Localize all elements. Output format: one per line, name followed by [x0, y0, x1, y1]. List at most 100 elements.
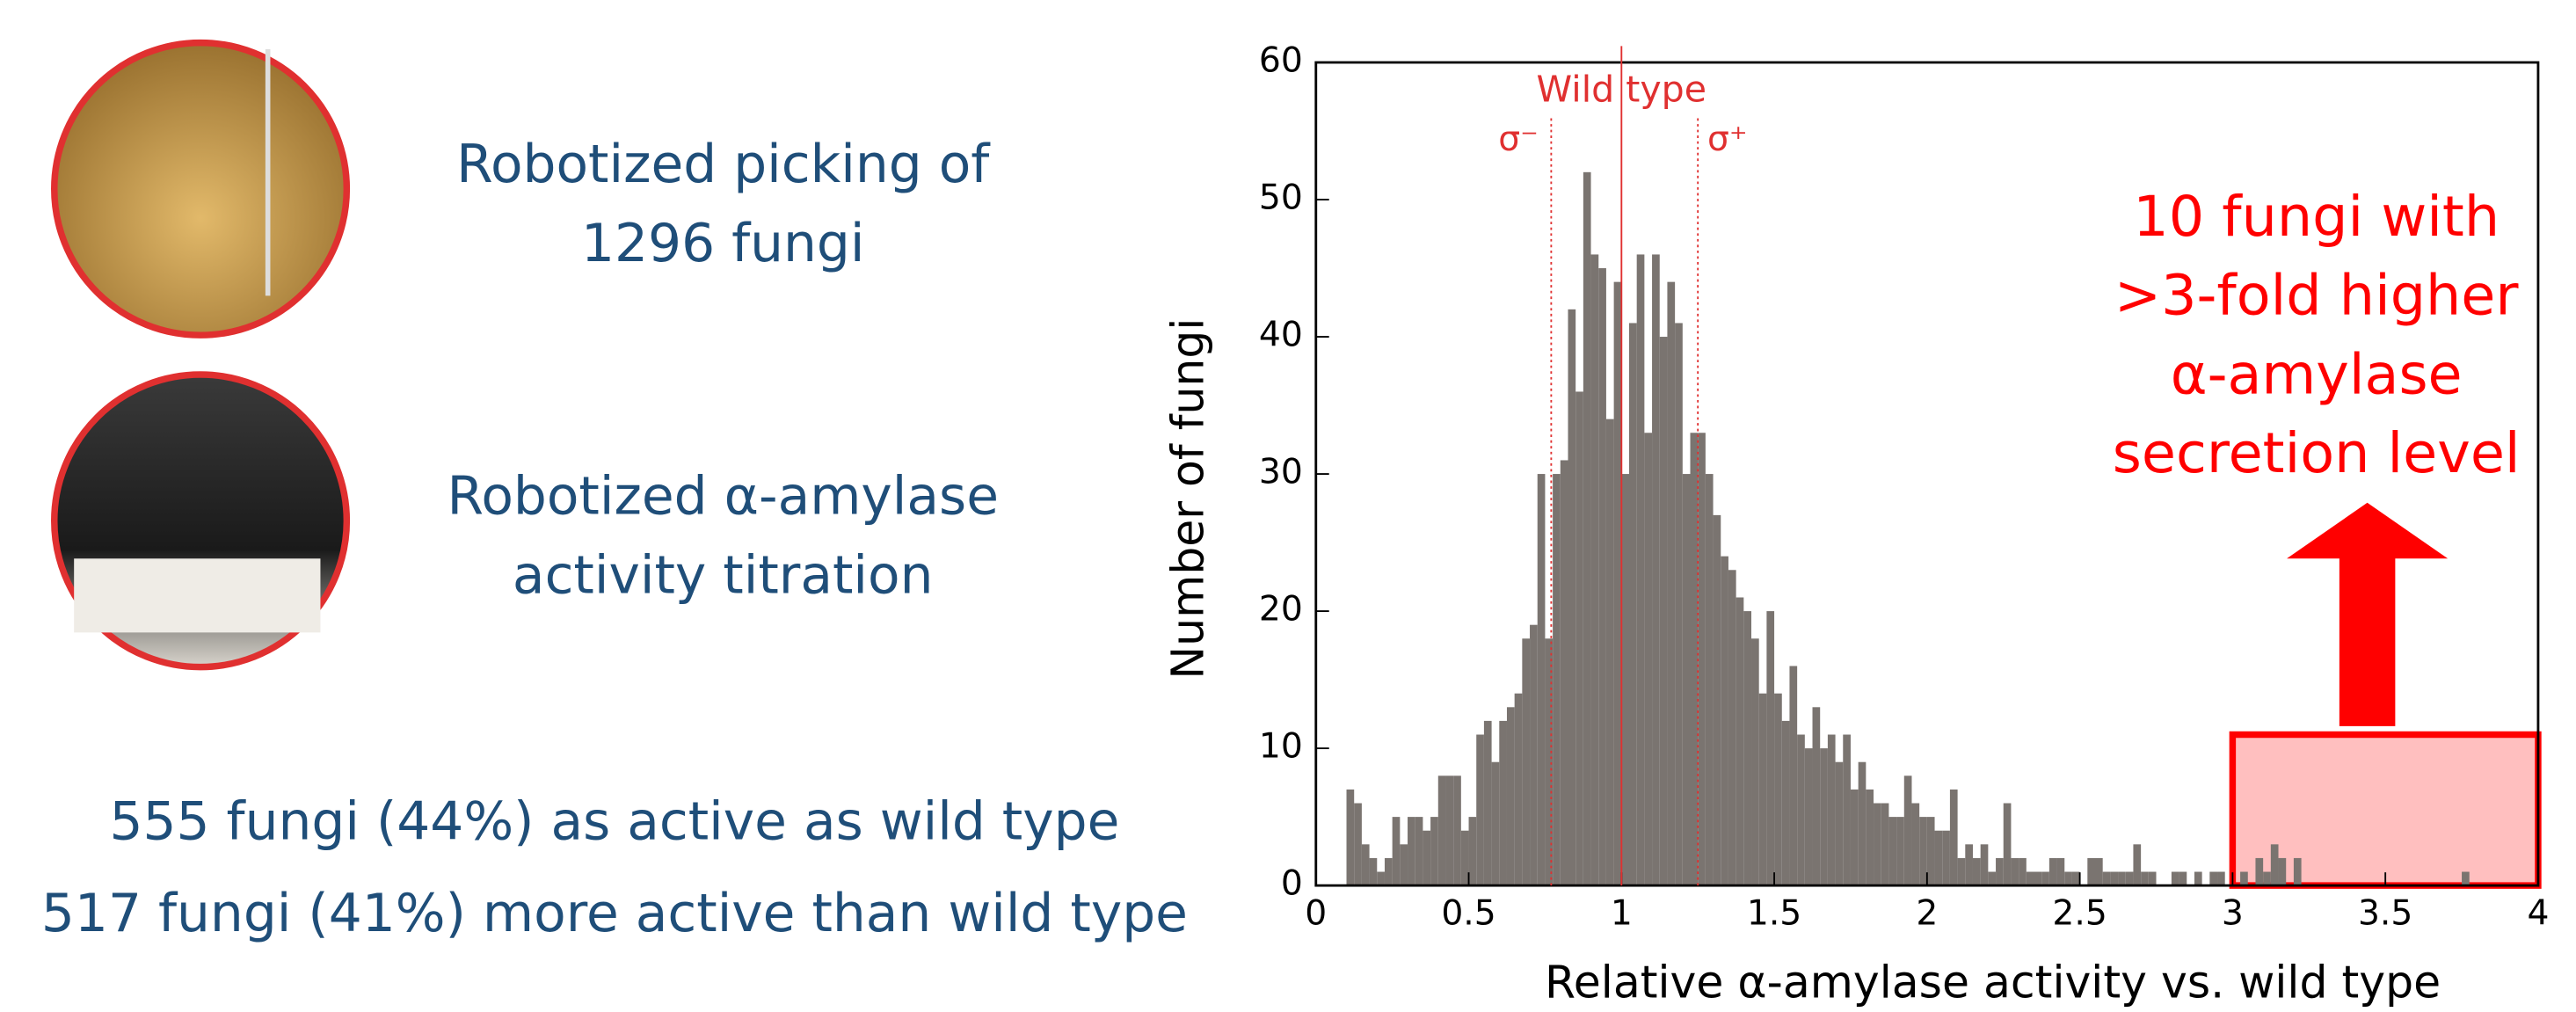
bar: [2041, 871, 2049, 886]
bar: [1850, 789, 1859, 886]
x-tick-label: 0.5: [1441, 893, 1495, 933]
bar: [1682, 474, 1691, 886]
bar: [1858, 761, 1867, 886]
bar: [2034, 871, 2042, 886]
bar: [2209, 871, 2218, 886]
bar: [1621, 474, 1629, 886]
bar: [1437, 775, 1446, 886]
bar: [1468, 817, 1477, 886]
bar: [2102, 871, 2111, 886]
bar: [1400, 844, 1408, 886]
bar: [2026, 871, 2034, 886]
reference-label: σ⁺: [1707, 120, 1748, 159]
x-tick-label: 2: [1916, 893, 1938, 933]
bar: [1530, 624, 1538, 886]
bar: [1972, 857, 1981, 886]
y-tick-label: 30: [1259, 453, 1303, 492]
bar: [1705, 474, 1714, 886]
bar: [1514, 693, 1523, 886]
bar: [1736, 597, 1744, 886]
bar: [1644, 433, 1653, 886]
bar: [1460, 830, 1469, 886]
reference-label: σ⁻: [1498, 120, 1539, 159]
bar: [2133, 844, 2142, 886]
bar: [1392, 817, 1401, 886]
bar: [2255, 857, 2264, 886]
bar: [1575, 391, 1583, 886]
bar: [1835, 761, 1844, 886]
bar: [1652, 254, 1660, 886]
bar: [1483, 720, 1492, 886]
bar: [1926, 817, 1935, 886]
x-tick-label: 2.5: [2052, 893, 2107, 933]
bar: [1781, 720, 1790, 886]
y-tick-label: 0: [1281, 864, 1303, 904]
bar: [1568, 309, 1576, 886]
bar: [1636, 254, 1645, 886]
callout-text: >3-fold higher: [2114, 263, 2519, 328]
bar: [2125, 871, 2134, 886]
bar: [2217, 871, 2225, 886]
bar: [2094, 857, 2103, 886]
bar: [1453, 775, 1461, 886]
bar: [1888, 817, 1897, 886]
bar: [1881, 803, 1889, 886]
bar: [1605, 419, 1614, 886]
bar: [1843, 734, 1851, 886]
x-tick-label: 1.5: [1747, 893, 1801, 933]
bar: [2064, 871, 2072, 886]
bar: [2141, 871, 2149, 886]
photo-plates: [74, 558, 321, 633]
bar: [2118, 871, 2126, 886]
bar: [1537, 474, 1546, 886]
bar: [1698, 433, 1706, 886]
summary-text: 517 fungi (41%) more active than wild ty…: [41, 884, 1188, 944]
item-text: Robotized α-amylase: [447, 467, 999, 528]
reference-label: Wild type: [1537, 69, 1707, 111]
bar: [1713, 514, 1721, 886]
bar: [1874, 803, 1881, 886]
bar: [1797, 734, 1805, 886]
bar: [1721, 556, 1728, 886]
bar: [1827, 734, 1836, 886]
bar: [1354, 803, 1362, 886]
bar: [1590, 254, 1599, 886]
y-tick-label: 20: [1259, 590, 1303, 630]
bar: [2171, 871, 2179, 886]
y-tick-label: 50: [1259, 178, 1303, 218]
bar: [1583, 171, 1591, 886]
bar: [1423, 830, 1431, 886]
callout-text: 10 fungi with: [2133, 184, 2500, 249]
bar: [1659, 337, 1668, 886]
bar: [1949, 789, 1958, 886]
bar: [1384, 857, 1393, 886]
bar: [1560, 460, 1568, 886]
y-axis-label: Number of fungi: [1161, 318, 1213, 680]
bar: [2087, 857, 2095, 886]
bar: [2048, 857, 2057, 886]
callout-arrow: [2287, 502, 2449, 726]
bar: [1812, 707, 1821, 886]
bar: [1690, 433, 1699, 886]
bar: [1866, 789, 1874, 886]
y-tick-label: 40: [1259, 316, 1303, 355]
bar: [1476, 734, 1484, 886]
bar: [1903, 775, 1912, 886]
item-text: Robotized picking of: [456, 135, 991, 195]
bar: [1499, 720, 1507, 886]
y-tick-label: 10: [1259, 727, 1303, 767]
bar: [2293, 857, 2302, 886]
bar: [2019, 857, 2027, 886]
bar: [2071, 871, 2080, 886]
bar: [1774, 693, 1782, 886]
bar: [1766, 611, 1775, 886]
bar: [1911, 803, 1920, 886]
item-text: activity titration: [513, 545, 934, 606]
bar: [1628, 323, 1637, 886]
bar: [2240, 871, 2248, 886]
y-tick-label: 60: [1259, 41, 1303, 81]
bar: [1675, 323, 1683, 886]
bar: [1491, 761, 1500, 886]
